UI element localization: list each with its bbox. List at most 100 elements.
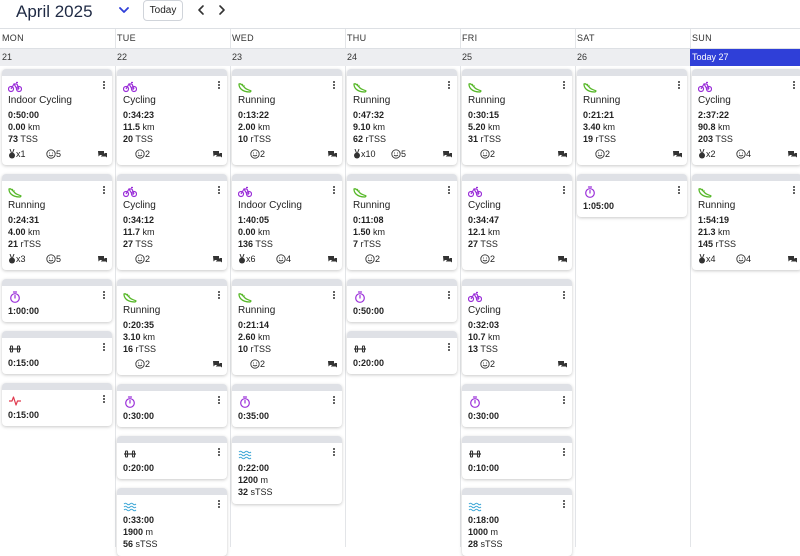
workout-card[interactable]: Running 0:11:08 1.50 km 7 rTSS 2 xyxy=(347,174,457,270)
more-options-icon[interactable] xyxy=(102,290,106,302)
comment-icon[interactable] xyxy=(787,150,798,160)
more-options-icon[interactable] xyxy=(217,290,221,302)
workout-card[interactable]: Indoor Cycling 0:50:00 0.00 km 73 TSS x1 5 xyxy=(2,69,112,165)
workout-card[interactable]: 0:33:00 1900 m 56 sTSS xyxy=(117,488,227,556)
workout-card[interactable]: 0:30:00 xyxy=(117,384,227,427)
workout-card[interactable]: Cycling 2:37:22 90.8 km 203 TSS x2 4 xyxy=(692,69,800,165)
workout-card[interactable]: Cycling 0:32:03 10.7 km 13 TSS 2 xyxy=(462,279,572,375)
comment-icon[interactable] xyxy=(212,150,223,160)
chevron-right-icon[interactable] xyxy=(215,3,229,17)
achievements-badge[interactable]: x3 xyxy=(8,254,26,264)
feeling-badge[interactable]: 2 xyxy=(250,149,265,159)
feeling-badge[interactable]: 2 xyxy=(135,149,150,159)
more-options-icon[interactable] xyxy=(447,290,451,302)
more-options-icon[interactable] xyxy=(217,395,221,407)
workout-card[interactable]: Running 0:21:21 3.40 km 19 rTSS 2 xyxy=(577,69,687,165)
comment-icon[interactable] xyxy=(327,360,338,370)
comment-icon[interactable] xyxy=(212,255,223,265)
achievements-badge[interactable]: x6 xyxy=(238,254,256,264)
more-options-icon[interactable] xyxy=(332,290,336,302)
feeling-badge[interactable]: 2 xyxy=(135,359,150,369)
workout-card[interactable]: Running 0:30:15 5.20 km 31 rTSS 2 xyxy=(462,69,572,165)
comment-icon[interactable] xyxy=(787,255,798,265)
feeling-badge[interactable]: 5 xyxy=(391,149,406,159)
more-options-icon[interactable] xyxy=(562,395,566,407)
more-options-icon[interactable] xyxy=(102,394,106,406)
more-options-icon[interactable] xyxy=(102,342,106,354)
workout-card[interactable]: 0:20:00 xyxy=(117,436,227,479)
feeling-badge[interactable]: 2 xyxy=(250,359,265,369)
workout-card[interactable]: Cycling 0:34:12 11.7 km 27 TSS 2 xyxy=(117,174,227,270)
today-button[interactable]: Today xyxy=(143,0,183,21)
more-options-icon[interactable] xyxy=(217,499,221,511)
feeling-badge[interactable]: 2 xyxy=(480,359,495,369)
workout-card[interactable]: 0:30:00 xyxy=(462,384,572,427)
comment-icon[interactable] xyxy=(557,150,568,160)
workout-card[interactable]: Running 0:13:22 2.00 km 10 rTSS 2 xyxy=(232,69,342,165)
more-options-icon[interactable] xyxy=(217,80,221,92)
more-options-icon[interactable] xyxy=(792,80,796,92)
more-options-icon[interactable] xyxy=(562,499,566,511)
more-options-icon[interactable] xyxy=(217,447,221,459)
workout-card[interactable]: Running 1:54:19 21.3 km 145 rTSS x4 4 xyxy=(692,174,800,270)
comment-icon[interactable] xyxy=(327,150,338,160)
comment-icon[interactable] xyxy=(327,255,338,265)
more-options-icon[interactable] xyxy=(677,185,681,197)
more-options-icon[interactable] xyxy=(562,185,566,197)
more-options-icon[interactable] xyxy=(447,80,451,92)
more-options-icon[interactable] xyxy=(792,185,796,197)
more-options-icon[interactable] xyxy=(332,80,336,92)
feeling-badge[interactable]: 4 xyxy=(736,149,751,159)
feeling-badge[interactable]: 2 xyxy=(135,254,150,264)
workout-card[interactable]: 0:35:00 xyxy=(232,384,342,427)
comment-icon[interactable] xyxy=(97,255,108,265)
more-options-icon[interactable] xyxy=(677,80,681,92)
workout-card[interactable]: Running 0:47:32 9.10 km 62 rTSS x10 5 xyxy=(347,69,457,165)
workout-card[interactable]: 0:22:00 1200 m 32 sTSS xyxy=(232,436,342,504)
feeling-badge[interactable]: 2 xyxy=(480,149,495,159)
achievements-badge[interactable]: x1 xyxy=(8,149,26,159)
workout-card[interactable]: Running 0:24:31 4.00 km 21 rTSS x3 5 xyxy=(2,174,112,270)
more-options-icon[interactable] xyxy=(562,80,566,92)
comment-icon[interactable] xyxy=(442,255,453,265)
more-options-icon[interactable] xyxy=(447,342,451,354)
workout-card[interactable]: 0:50:00 xyxy=(347,279,457,322)
more-options-icon[interactable] xyxy=(332,185,336,197)
more-options-icon[interactable] xyxy=(102,80,106,92)
more-options-icon[interactable] xyxy=(217,185,221,197)
feeling-badge[interactable]: 4 xyxy=(736,254,751,264)
comment-icon[interactable] xyxy=(442,150,453,160)
more-options-icon[interactable] xyxy=(102,185,106,197)
feeling-badge[interactable]: 4 xyxy=(276,254,291,264)
feeling-badge[interactable]: 2 xyxy=(480,254,495,264)
achievements-badge[interactable]: x2 xyxy=(698,149,716,159)
more-options-icon[interactable] xyxy=(562,447,566,459)
workout-card[interactable]: 0:18:00 1000 m 28 sTSS xyxy=(462,488,572,556)
workout-card[interactable]: 0:10:00 xyxy=(462,436,572,479)
feeling-badge[interactable]: 5 xyxy=(46,149,61,159)
workout-card[interactable]: 0:15:00 xyxy=(2,331,112,374)
comment-icon[interactable] xyxy=(212,360,223,370)
comment-icon[interactable] xyxy=(672,150,683,160)
feeling-badge[interactable]: 2 xyxy=(595,149,610,159)
workout-card[interactable]: Cycling 0:34:47 12.1 km 27 TSS 2 xyxy=(462,174,572,270)
more-options-icon[interactable] xyxy=(447,185,451,197)
more-options-icon[interactable] xyxy=(332,395,336,407)
feeling-badge[interactable]: 5 xyxy=(46,254,61,264)
chevron-left-icon[interactable] xyxy=(194,3,208,17)
workout-card[interactable]: 1:05:00 xyxy=(577,174,687,217)
comment-icon[interactable] xyxy=(557,255,568,265)
workout-card[interactable]: 1:00:00 xyxy=(2,279,112,322)
comment-icon[interactable] xyxy=(557,360,568,370)
achievements-badge[interactable]: x10 xyxy=(353,149,376,159)
workout-card[interactable]: Running 0:21:14 2.60 km 10 rTSS 2 xyxy=(232,279,342,375)
chevron-down-icon[interactable] xyxy=(117,3,131,17)
comment-icon[interactable] xyxy=(97,150,108,160)
workout-card[interactable]: 0:15:00 xyxy=(2,383,112,426)
feeling-badge[interactable]: 2 xyxy=(365,254,380,264)
more-options-icon[interactable] xyxy=(562,290,566,302)
workout-card[interactable]: Cycling 0:34:23 11.5 km 20 TSS 2 xyxy=(117,69,227,165)
more-options-icon[interactable] xyxy=(332,447,336,459)
workout-card[interactable]: 0:20:00 xyxy=(347,331,457,374)
workout-card[interactable]: Running 0:20:35 3.10 km 16 rTSS 2 xyxy=(117,279,227,375)
